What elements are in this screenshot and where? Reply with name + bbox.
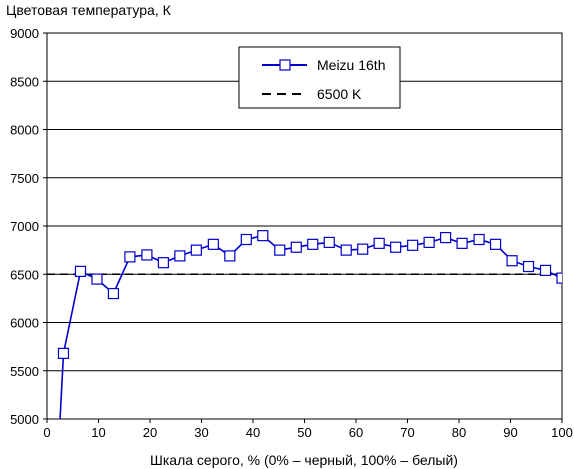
legend-marker-meizu xyxy=(279,59,291,71)
x-tick-label: 10 xyxy=(91,425,105,440)
data-point xyxy=(207,238,219,250)
legend-box xyxy=(238,46,401,109)
data-point xyxy=(506,255,518,267)
x-tick-label: 50 xyxy=(297,425,311,440)
data-point xyxy=(157,257,169,269)
y-tick-label: 9000 xyxy=(10,26,39,41)
data-point xyxy=(107,287,120,300)
y-tick-label: 6500 xyxy=(10,267,39,282)
data-point xyxy=(423,236,435,249)
data-point xyxy=(473,233,485,246)
data-point xyxy=(489,238,502,250)
x-tick-label: 30 xyxy=(194,425,208,440)
data-point xyxy=(456,237,468,249)
x-tick-label: 80 xyxy=(452,425,466,440)
data-point xyxy=(124,251,136,263)
y-tick-label: 7000 xyxy=(10,219,39,234)
x-tick-label: 100 xyxy=(551,425,573,440)
data-point xyxy=(190,244,202,256)
data-point xyxy=(57,347,70,359)
data-point xyxy=(522,260,535,273)
y-axis-title: Цветовая температура, К xyxy=(6,2,172,18)
y-tick-label: 7500 xyxy=(10,171,39,186)
y-tick-label: 8500 xyxy=(10,74,39,89)
data-point xyxy=(290,241,302,253)
x-tick-label: 70 xyxy=(400,425,414,440)
data-point xyxy=(141,249,153,261)
x-tick-label: 60 xyxy=(349,425,363,440)
x-tick-label: 20 xyxy=(143,425,157,440)
x-axis-title: Шкала серого, % (0% – черный, 100% – бел… xyxy=(150,452,458,468)
y-tick-label: 6000 xyxy=(10,316,39,331)
data-point xyxy=(323,236,335,249)
data-point xyxy=(539,264,552,276)
y-tick-label: 5000 xyxy=(10,412,39,427)
data-point xyxy=(407,239,419,251)
x-tick-label: 90 xyxy=(503,425,517,440)
data-point xyxy=(224,250,236,262)
x-tick-label: 40 xyxy=(246,425,260,440)
legend-label-6500k: 6500 K xyxy=(317,86,362,102)
legend-label-meizu: Meizu 16th xyxy=(317,57,385,73)
data-point xyxy=(390,241,402,253)
data-point xyxy=(440,231,452,244)
data-point xyxy=(274,244,286,256)
data-point xyxy=(240,233,252,246)
y-tick-label: 5500 xyxy=(10,364,39,379)
legend: Meizu 16th 6500 K xyxy=(238,46,401,109)
data-point xyxy=(257,230,269,242)
data-point xyxy=(340,244,352,256)
data-point xyxy=(556,272,562,284)
y-tick-label: 8000 xyxy=(10,123,39,138)
x-tick-label: 0 xyxy=(43,425,50,440)
data-point xyxy=(373,237,385,249)
data-point xyxy=(91,273,103,285)
data-point xyxy=(307,238,319,250)
data-point xyxy=(357,243,369,255)
data-point xyxy=(174,250,186,262)
data-point xyxy=(74,265,87,277)
